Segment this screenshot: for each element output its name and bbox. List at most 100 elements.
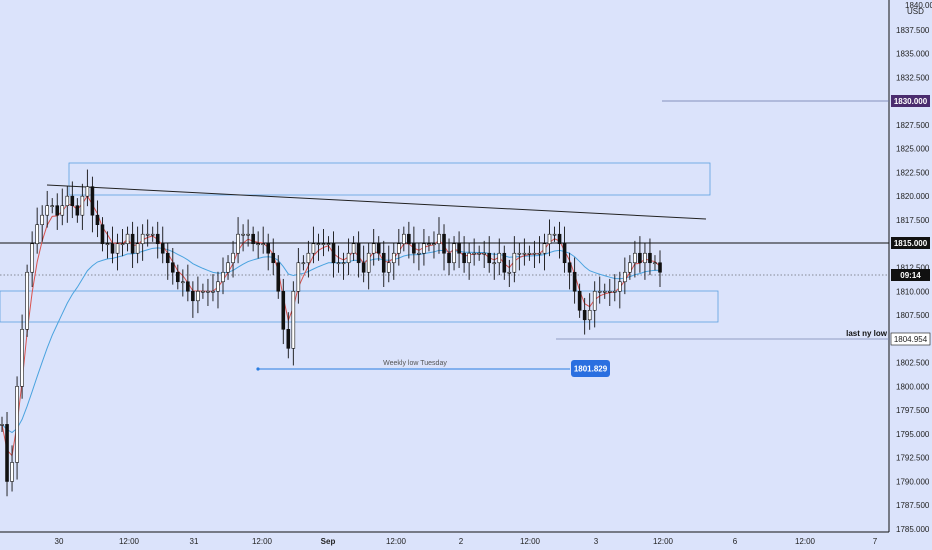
candle-body [653,262,657,265]
candle-body [30,243,34,273]
candle-body [281,290,286,330]
candle-body [191,290,195,302]
y-tick-label: 1820.000 [896,192,930,201]
candle-body [40,214,44,226]
candle-body [497,252,502,264]
candle-body [221,271,225,283]
candle-body [236,233,240,254]
candle-body [341,262,346,265]
candle-body [507,271,512,274]
candle-body [623,271,627,283]
y-tick-label: 1810.000 [896,287,930,296]
candle-body [196,290,200,302]
candle-body [351,243,356,254]
candle-body [537,252,542,255]
candle-body [266,243,271,254]
tag-1804954[interactable] [890,332,931,346]
candle-body [0,424,4,426]
candle-body [80,195,85,216]
y-tick-label: 1787.500 [896,501,930,510]
weekly-low-anchor[interactable] [256,367,260,371]
x-tick-label: 3 [594,537,599,546]
candle-body [45,205,50,216]
x-tick-label: 12:00 [520,537,541,546]
lower-zone-box[interactable] [0,290,719,323]
x-tick-label: 30 [55,537,64,546]
candle-body [361,262,366,273]
candle-body [5,424,9,482]
candle-body [256,243,260,246]
x-tick-label: 12:00 [252,537,273,546]
candle-body [397,243,401,254]
tag-1830[interactable] [891,95,930,107]
candle-body [60,205,65,216]
tag-1830-text: 1830.000 [894,97,928,106]
candle-body [512,252,517,273]
candle-body [567,262,572,273]
candle-body [422,243,426,254]
candle-body [552,233,557,236]
candle-body [432,243,436,246]
candle-body [557,233,562,245]
candle-body [181,281,185,284]
tag-current-time[interactable] [891,269,930,281]
candle-body [643,252,647,264]
candle-body [562,243,567,264]
candle-body [467,252,471,264]
candle-body [90,186,95,216]
candle-body [65,195,70,206]
x-tick-label: 7 [873,537,878,546]
y-tick-label: 1797.500 [896,406,930,415]
y-tick-label: 1792.500 [896,454,930,463]
candle-body [386,262,391,273]
candle-body [145,233,150,236]
candle-body [607,290,612,293]
candle-body [20,329,24,387]
x-tick-label: 12:00 [386,537,407,546]
candle-body [582,309,587,321]
last-ny-low-label: last ny low [846,329,888,338]
candle-body [140,233,145,245]
y-tick-label: 1817.500 [896,216,930,225]
candle-body [105,243,110,246]
currency-label: USD [907,7,924,16]
candle-body [577,290,582,311]
candle-body [457,243,461,254]
candle-body [155,233,160,245]
candle-body [638,252,642,264]
candle-body [472,252,476,255]
candle-body [602,290,607,293]
candle-body [391,252,396,264]
candle-body [437,233,441,245]
candle-body [371,243,376,254]
candle-body [186,281,190,292]
upper-zone-box[interactable] [68,162,711,196]
y-tick-label: 1795.000 [896,430,930,439]
y-tick-label: 1802.500 [896,359,930,368]
candle-body [547,233,552,245]
candle-body [25,271,29,330]
candle-body [587,309,592,321]
tag-current-time-text: 09:14 [900,271,921,280]
candle-body [648,252,652,264]
candle-body [231,252,235,264]
candle-body [412,243,416,254]
candle-body [336,262,341,265]
candle-body [35,224,39,245]
candle-body [216,281,220,292]
candle-body [572,271,577,292]
candle-body [165,252,170,264]
descending-trendline[interactable] [46,184,707,220]
candle-body [15,386,19,463]
candle-body [286,329,291,349]
weekly-low-tag[interactable] [571,360,610,377]
y-tick-label: 1800.000 [896,382,930,391]
candle-body [100,224,105,245]
y-tick-label: 1825.000 [896,145,930,154]
x-tick-label: Sep [321,537,336,546]
tag-1815[interactable] [891,237,930,249]
candle-body [135,243,140,254]
weekly-low-label: Weekly low Tuesday [383,360,447,367]
